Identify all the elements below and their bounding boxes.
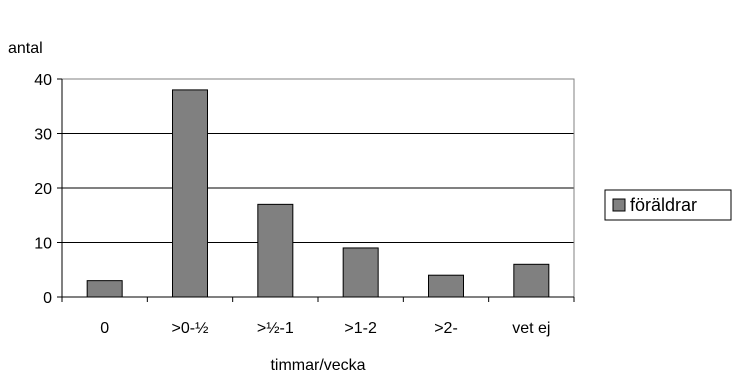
x-tick-label: >½-1 [257, 320, 294, 337]
x-axis-label: timmar/vecka [270, 357, 365, 374]
bar [513, 263, 550, 298]
legend: föräldrar [604, 189, 732, 221]
legend-label: föräldrar [630, 195, 697, 215]
gridlines [62, 78, 574, 243]
bars [86, 89, 550, 298]
legend-swatch [612, 198, 626, 212]
x-tick-label: >2- [434, 320, 458, 337]
bar [428, 274, 464, 298]
x-tick-label: vet ej [512, 320, 550, 337]
legend-box [604, 189, 732, 221]
x-ticks: 0 >0-½ >½-1 >1-2 >2- vet ej [61, 297, 575, 337]
y-tick-label: 20 [34, 181, 52, 198]
bar [342, 247, 379, 298]
y-axis-label: antal [8, 40, 43, 57]
y-tick-label: 40 [34, 72, 52, 89]
y-ticks: 0 10 20 30 40 [34, 72, 62, 307]
y-tick-label: 30 [34, 127, 52, 144]
y-tick-label: 10 [34, 236, 52, 253]
x-tick-label: >1-2 [344, 320, 377, 337]
y-tick-label: 0 [43, 290, 52, 307]
bar [172, 89, 208, 298]
x-tick-label: >0-½ [172, 320, 209, 337]
bar [257, 203, 294, 298]
bar [86, 280, 123, 298]
x-tick-label: 0 [100, 320, 109, 337]
